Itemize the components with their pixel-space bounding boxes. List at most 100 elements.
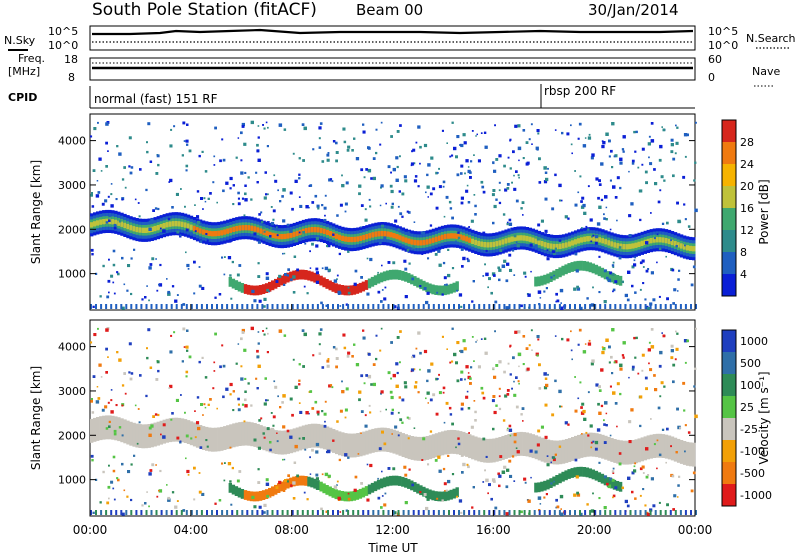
velocity-echo-cell [329,427,333,452]
velocity-echo-cell [169,350,173,354]
velocity-echo-cell [677,496,679,498]
power-echo-cell [642,282,645,285]
power-echo-cell [226,304,229,309]
velocity-echo-cell [615,481,620,491]
power-echo-cell [592,286,594,289]
power-echo-cell [175,192,179,196]
velocity-echo-cell [559,405,561,408]
power-echo-cell [571,240,575,246]
velocity-echo-cell [390,377,392,380]
power-echo-cell [198,284,202,288]
power-echo-cell [132,226,136,232]
power-echo-cell [490,291,493,295]
power-echo-cell [117,272,120,276]
velocity-echo-cell [344,408,348,412]
power-echo-cell [507,237,511,243]
power-echo-cell [241,304,244,309]
power-echo-cell [118,152,122,156]
power-echo-cell [282,188,286,192]
power-echo-cell [506,223,509,226]
power-echo-cell [659,189,662,192]
power-echo-cell [570,262,574,272]
velocity-echo-cell [547,373,549,376]
velocity-echo-cell [265,482,270,486]
velocity-echo-cell [118,426,122,429]
power-echo-cell [237,281,242,292]
power-echo-cell [244,192,247,196]
velocity-echo-cell [270,412,273,414]
velocity-echo-cell [460,378,463,381]
x-tick-label: 00:00 [73,523,108,537]
velocity-echo-cell [428,435,433,460]
power-echo-cell [576,287,581,291]
date-title: 30/Jan/2014 [588,1,679,19]
power-echo-cell [357,247,360,249]
velocity-echo-cell [674,510,677,515]
velocity-echo-cell [553,480,555,483]
velocity-echo-cell [391,433,393,435]
power-echo-cell [135,304,138,309]
power-echo-cell [208,230,212,237]
velocity-echo-cell [513,432,517,457]
power-echo-cell [277,189,279,192]
velocity-echo-cell [513,393,517,397]
velocity-echo-cell [315,473,319,477]
velocity-echo-cell [151,463,155,467]
power-echo-cell [217,230,221,236]
power-echo-cell [201,286,205,290]
velocity-echo-cell [419,436,424,461]
power-echo-cell [672,174,675,178]
power-echo-cell [600,162,604,166]
velocity-echo-cell [576,466,580,477]
velocity-echo-cell [667,435,672,460]
x-tick-label: 16:00 [476,523,511,537]
power-echo-cell [265,193,268,196]
velocity-echo-cell [531,349,533,351]
velocity-echo-cell [357,510,360,515]
velocity-echo-cell [483,510,486,515]
power-echo-cell [304,228,309,234]
velocity-echo-cell [116,477,119,480]
y-tick-label: 2000 [58,429,86,442]
power-echo-cell [422,304,425,309]
velocity-echo-cell [256,349,259,353]
velocity-echo-cell [543,510,546,515]
velocity-echo-cell [504,435,508,459]
power-echo-cell [303,285,306,288]
power-echo-cell [292,291,296,294]
power-echo-cell [544,229,548,233]
power-echo-cell [431,237,436,243]
power-echo-cell [228,277,232,287]
velocity-echo-cell [307,476,311,487]
power-echo-cell [634,304,637,309]
velocity-echo-cell [117,478,120,482]
velocity-echo-cell [447,454,450,457]
velocity-echo-cell [470,425,474,429]
power-echo-cell [493,204,497,209]
power-echo-cell [648,135,651,138]
velocity-echo-cell [196,396,200,399]
velocity-echo-cell [139,374,142,377]
power-echo-cell [517,174,520,177]
velocity-echo-cell [264,377,267,380]
velocity-echo-cell [588,468,592,479]
power-echo-cell [97,191,101,194]
power-echo-cell [324,194,327,197]
colorbar-tick-label: -1000 [740,489,772,502]
power-echo-cell [585,261,589,272]
velocity-echo-cell [302,365,305,368]
power-echo-cell [244,184,247,187]
power-echo-cell [442,261,446,265]
power-echo-cell [502,213,506,216]
velocity-echo-cell [543,480,547,491]
velocity-echo-cell [214,427,218,452]
velocity-echo-cell [610,355,613,359]
velocity-echo-cell [156,495,159,498]
velocity-echo-cell [362,431,366,456]
power-echo-cell [113,292,116,295]
power-echo-cell [564,264,568,275]
power-echo-cell [397,304,400,309]
velocity-echo-cell [462,462,466,467]
power-echo-cell [331,282,335,292]
velocity-echo-cell [695,327,697,330]
